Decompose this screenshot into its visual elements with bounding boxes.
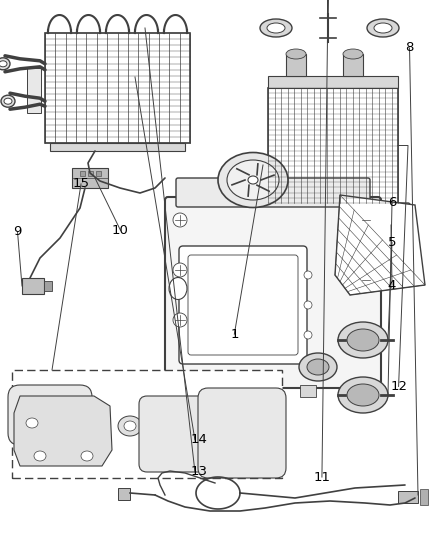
Ellipse shape: [218, 152, 288, 207]
Bar: [286, 54, 306, 76]
Ellipse shape: [299, 353, 337, 381]
Ellipse shape: [338, 322, 388, 358]
Ellipse shape: [374, 23, 392, 33]
Ellipse shape: [44, 410, 56, 420]
Text: 10: 10: [112, 224, 129, 237]
Ellipse shape: [307, 359, 329, 375]
Ellipse shape: [227, 160, 279, 200]
Bar: [420, 489, 428, 505]
Bar: [72, 168, 108, 188]
Ellipse shape: [26, 418, 38, 428]
Ellipse shape: [267, 23, 285, 33]
Circle shape: [361, 215, 371, 225]
Text: 1: 1: [230, 328, 239, 341]
Bar: [265, 203, 401, 213]
FancyBboxPatch shape: [198, 388, 286, 478]
Ellipse shape: [260, 19, 292, 37]
Circle shape: [361, 275, 371, 285]
Text: 11: 11: [314, 471, 330, 483]
FancyBboxPatch shape: [8, 385, 92, 445]
Text: 9: 9: [13, 225, 22, 238]
Bar: [45, 33, 190, 143]
Bar: [12, 370, 282, 478]
Circle shape: [304, 271, 312, 279]
Bar: [118, 488, 130, 500]
Bar: [273, 211, 393, 217]
Bar: [190, 385, 206, 397]
Ellipse shape: [367, 19, 399, 37]
Text: 8: 8: [405, 42, 414, 54]
Text: 13: 13: [191, 465, 208, 478]
Bar: [88, 171, 93, 176]
Ellipse shape: [34, 451, 46, 461]
Ellipse shape: [286, 49, 306, 59]
Bar: [240, 385, 256, 397]
Ellipse shape: [0, 58, 10, 70]
Ellipse shape: [4, 98, 12, 104]
Text: 6: 6: [388, 196, 396, 209]
FancyBboxPatch shape: [179, 246, 307, 364]
FancyBboxPatch shape: [176, 178, 370, 207]
Ellipse shape: [169, 278, 187, 300]
FancyBboxPatch shape: [188, 255, 298, 355]
Text: 5: 5: [388, 236, 396, 249]
Circle shape: [173, 213, 187, 227]
Bar: [44, 281, 52, 291]
Bar: [268, 76, 398, 88]
Text: 12: 12: [390, 380, 407, 393]
Bar: [268, 88, 398, 203]
Bar: [22, 278, 44, 294]
Circle shape: [173, 313, 187, 327]
Bar: [96, 171, 101, 176]
Ellipse shape: [81, 451, 93, 461]
Ellipse shape: [0, 61, 7, 67]
Polygon shape: [14, 396, 112, 466]
Bar: [80, 171, 85, 176]
Ellipse shape: [338, 377, 388, 413]
Bar: [50, 143, 185, 151]
Ellipse shape: [118, 416, 142, 436]
Polygon shape: [335, 195, 425, 295]
Bar: [300, 385, 316, 397]
Text: 4: 4: [388, 279, 396, 292]
Text: 15: 15: [73, 177, 89, 190]
Bar: [398, 491, 418, 503]
Circle shape: [304, 331, 312, 339]
Ellipse shape: [1, 95, 15, 107]
Text: 14: 14: [191, 433, 208, 446]
FancyBboxPatch shape: [139, 396, 215, 472]
Circle shape: [173, 263, 187, 277]
Bar: [27, 68, 41, 113]
Ellipse shape: [347, 329, 379, 351]
Bar: [343, 54, 363, 76]
FancyBboxPatch shape: [371, 203, 410, 252]
Ellipse shape: [248, 176, 258, 184]
Ellipse shape: [347, 384, 379, 406]
Ellipse shape: [343, 49, 363, 59]
Circle shape: [304, 301, 312, 309]
FancyBboxPatch shape: [165, 197, 381, 388]
Ellipse shape: [124, 421, 136, 431]
